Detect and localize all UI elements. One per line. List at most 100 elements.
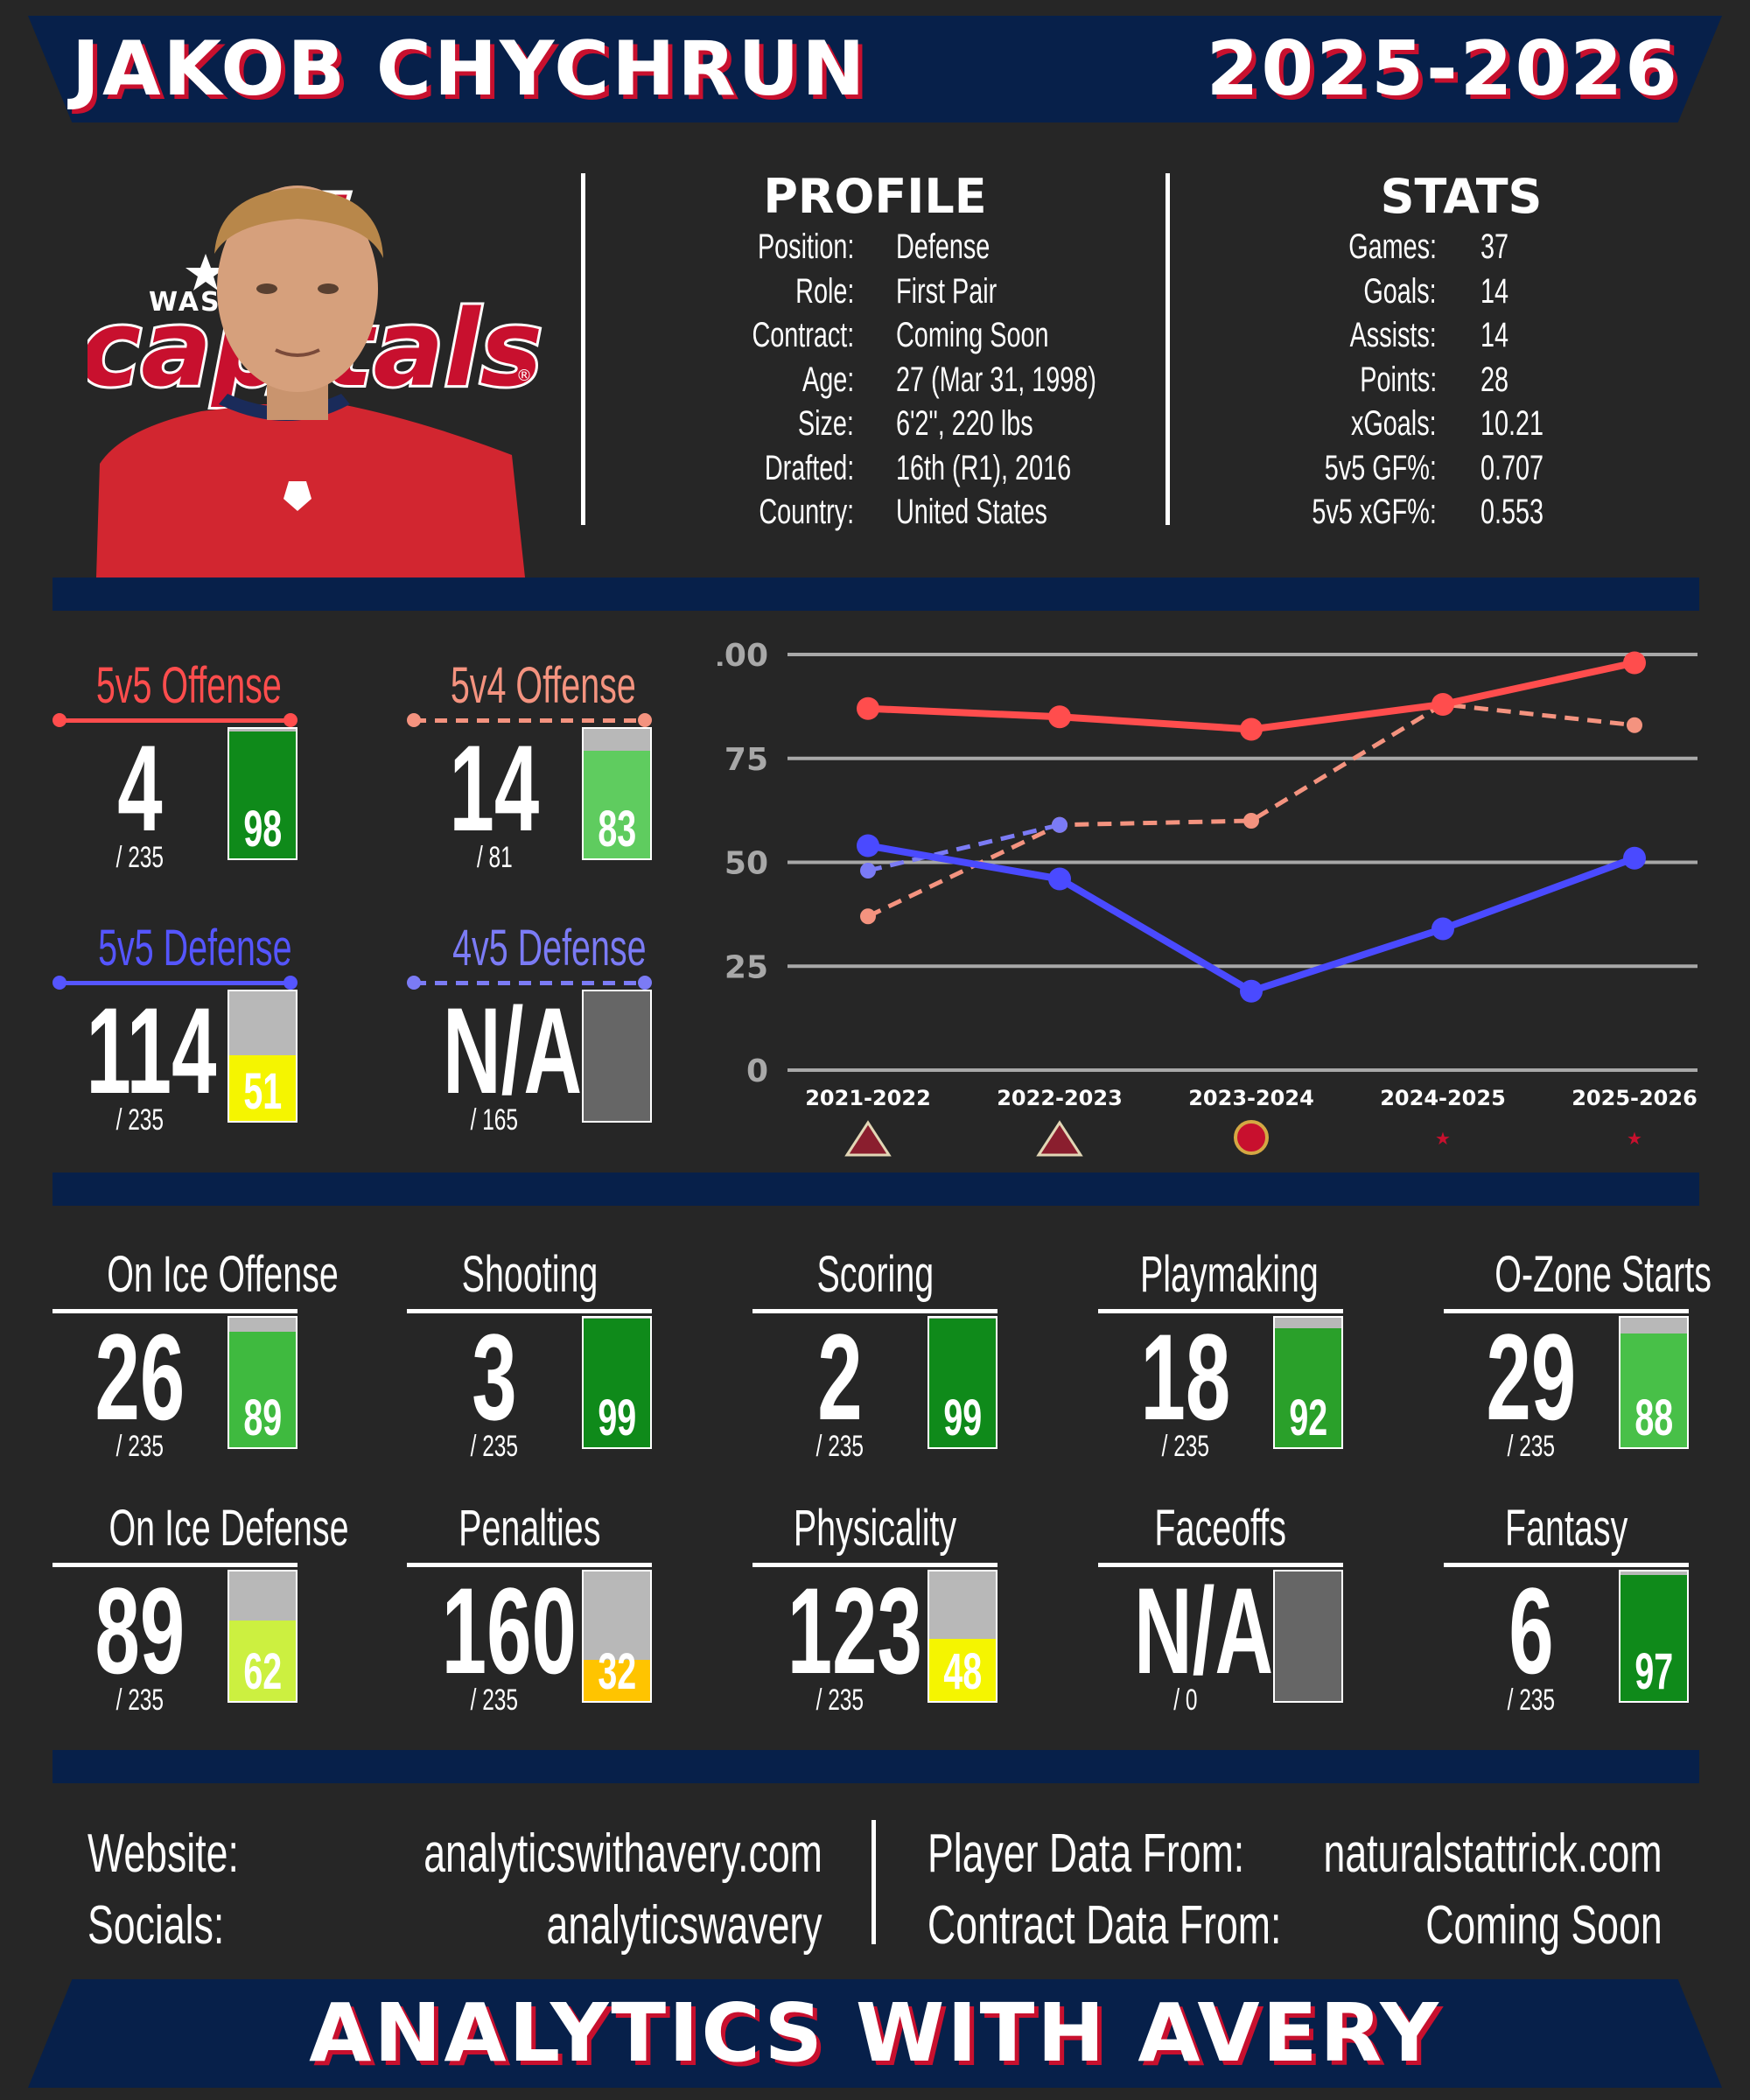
x-tick-label: 2023-2024 [1188, 1086, 1314, 1110]
data-point [860, 908, 876, 925]
tile-total: / 235 [116, 841, 164, 874]
stat-tile: Penalties 160/ 235 32 [407, 1503, 652, 1715]
tile-underline [1444, 1309, 1689, 1313]
capitals-logo: ★ [1435, 1128, 1451, 1149]
tile-rank: 114 [86, 982, 217, 1119]
tile-total: / 235 [1507, 1684, 1556, 1717]
tile-title: 5v4 Offense [450, 657, 636, 714]
tile-rank: 123 [787, 1562, 922, 1699]
tile-rank: 26 [94, 1308, 186, 1446]
tile-rank: 29 [1486, 1308, 1577, 1446]
data-point [1432, 917, 1454, 941]
legend-dot [52, 713, 66, 727]
tile-total: / 235 [1161, 1430, 1210, 1463]
data-point [1240, 979, 1263, 1003]
y-tick-label: 50 [724, 846, 768, 882]
divider-profile-stats [1166, 173, 1170, 525]
stat-tile: Playmaking 18/ 235 92 [1098, 1246, 1343, 1461]
tile-rank: 2 [817, 1308, 863, 1446]
player-headshot [96, 186, 525, 578]
player-data-link[interactable]: naturalstattrick.com [1323, 1824, 1662, 1884]
percentile-value: 88 [1634, 1390, 1673, 1446]
percentile-fill [229, 1054, 296, 1121]
brand-title: ANALYTICS WITH AVERY [309, 1986, 1441, 2080]
socials-link[interactable]: analyticswavery [546, 1895, 822, 1956]
y-tick-label: 100 [718, 638, 768, 674]
tile-total: / 165 [470, 1103, 519, 1137]
tile-rank: 160 [441, 1562, 577, 1699]
header-banner [28, 16, 1722, 122]
stat-tile: 4v5 Defense N/A/ 165 [407, 923, 652, 1135]
website-label: Website: [88, 1824, 239, 1884]
data-point [1048, 705, 1071, 729]
section-divider [52, 1172, 1699, 1206]
player-name: JAKOB CHYCHRUN [72, 25, 868, 113]
player-photo: WASH capitals ® [76, 175, 545, 578]
legend-line [407, 976, 652, 990]
percentile-value: 99 [598, 1390, 636, 1446]
percentile-fill [584, 751, 650, 858]
profile-label: Role: [794, 271, 854, 311]
stats-value: 0.707 [1480, 448, 1544, 487]
percentile-bar: 88 [1619, 1316, 1689, 1449]
tile-total: / 235 [116, 1103, 164, 1137]
data-point [1240, 718, 1263, 741]
percentile-bar: 32 [582, 1570, 652, 1703]
percentile-fill [229, 1620, 296, 1701]
x-tick-label: 2022-2023 [997, 1086, 1123, 1110]
contract-data-label: Contract Data From: [928, 1895, 1282, 1956]
x-tick-label: 2024-2025 [1380, 1086, 1506, 1110]
section-divider [52, 1750, 1699, 1783]
stats-label: Assists: [1349, 316, 1437, 354]
percentile-value: 98 [243, 801, 282, 858]
stat-tile: 5v4 Offense 14/ 81 83 [407, 657, 652, 872]
tile-underline [407, 1563, 652, 1567]
percentile-bar: 48 [928, 1570, 998, 1703]
website-link[interactable]: analyticswithavery.com [424, 1824, 822, 1884]
profile-value: First Pair [896, 271, 998, 311]
tile-underline [752, 1309, 998, 1313]
data-point [857, 834, 879, 858]
stat-tile: Shooting 3/ 235 99 [407, 1250, 652, 1461]
profile-label: Size: [797, 404, 854, 443]
stats-heading: STATS [1380, 169, 1543, 224]
tile-underline [1098, 1563, 1343, 1567]
tile-title: Physicality [793, 1500, 957, 1557]
x-tick-label: 2021-2022 [805, 1086, 931, 1110]
tile-rank: 18 [1140, 1308, 1231, 1446]
tile-underline [407, 1309, 652, 1313]
data-point [1048, 867, 1071, 891]
svg-text:®: ® [516, 367, 532, 385]
profile-label: Position: [757, 228, 854, 266]
stat-tile: On Ice Defense 89/ 235 62 [52, 1500, 349, 1715]
senators-logo [1234, 1120, 1269, 1155]
tile-title: Faceoffs [1154, 1500, 1287, 1557]
percentile-fill [929, 1319, 996, 1447]
divider-photo-profile [581, 173, 585, 525]
legend-dot [638, 976, 652, 990]
profile-label: Drafted: [764, 448, 854, 487]
tile-title: Playmaking [1139, 1246, 1319, 1303]
percentile-bar: 83 [582, 727, 652, 860]
series-line [866, 702, 1635, 919]
percentile-bar: 92 [1273, 1316, 1343, 1449]
tile-total: / 235 [116, 1430, 164, 1463]
profile-value: 16th (R1), 2016 [896, 448, 1072, 487]
tile-rank: 89 [94, 1562, 186, 1699]
stats-label: Games: [1348, 228, 1437, 266]
percentile-value: 83 [598, 801, 636, 858]
profile-value: Defense [896, 228, 990, 266]
stats-value: 10.21 [1480, 404, 1544, 443]
percentile-fill [1275, 1327, 1341, 1447]
y-tick-label: 0 [746, 1054, 768, 1089]
tile-total: / 235 [116, 1684, 164, 1717]
percentile-fill [1620, 1333, 1687, 1447]
series-line [867, 822, 1060, 873]
legend-dot [284, 713, 298, 727]
stats-value: 14 [1480, 316, 1509, 354]
percentile-bar: 97 [1619, 1570, 1689, 1703]
tile-rank: N/A [1133, 1562, 1274, 1699]
profile-value: 27 (Mar 31, 1998) [896, 360, 1096, 399]
tile-title: On Ice Defense [108, 1500, 349, 1557]
legend-line [52, 976, 298, 990]
